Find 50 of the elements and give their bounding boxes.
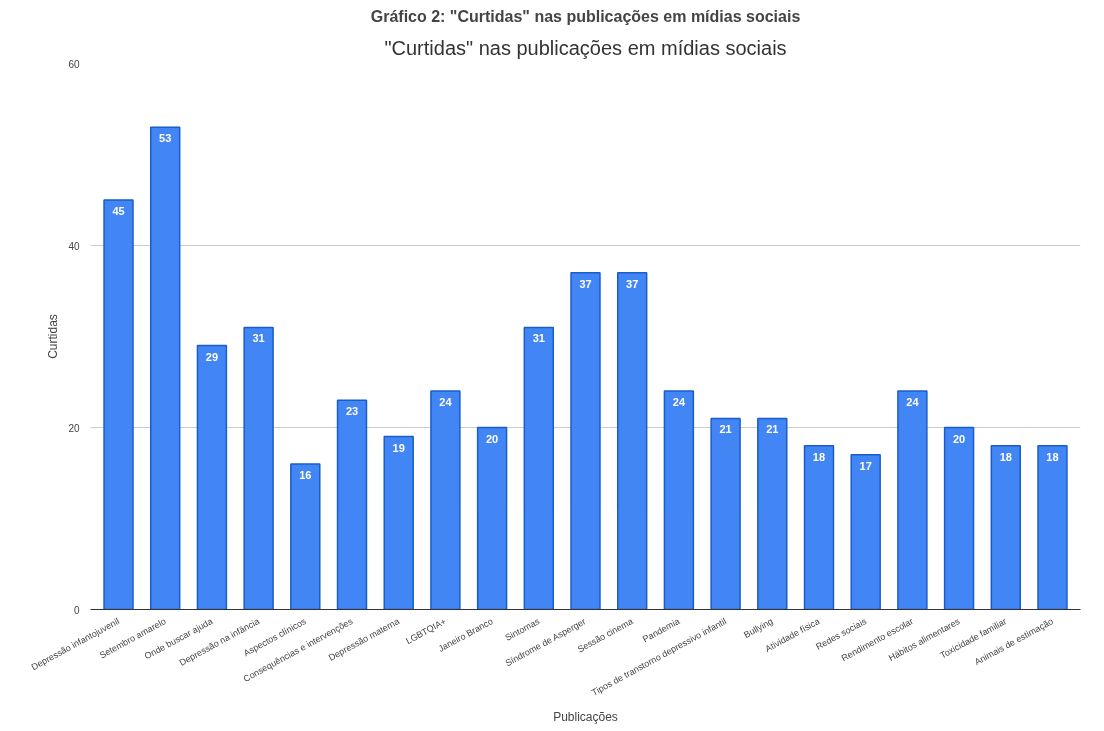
bar [523,326,555,610]
data-label: 20 [485,432,499,445]
data-label: 53 [159,132,172,145]
data-label: 17 [859,459,872,472]
data-label: 21 [719,423,732,436]
bar [196,344,228,610]
bar [990,444,1022,610]
bar [710,417,741,610]
bar [1037,444,1068,610]
data-label: 31 [532,332,545,345]
data-label: 37 [579,277,592,290]
y-tick-label: 0 [73,604,80,616]
data-label: 31 [252,332,265,345]
chart-title: "Curtidas" nas publicações em mídias sociais [384,36,787,59]
data-label: 23 [345,405,359,418]
y-tick-label: 40 [68,240,80,252]
data-label: 37 [626,277,639,290]
data-label: 18 [1046,450,1059,463]
y-tick-label: 60 [68,58,80,70]
data-label: 18 [812,450,826,463]
bar [757,417,788,610]
bar [803,444,835,610]
data-label: 19 [392,441,405,454]
text: Gráfico 2: "Curtidas" nas publicações em mídias sociais [370,7,801,25]
data-label: 24 [439,396,453,409]
x-axis-title: Publicações [553,710,618,725]
bar [850,454,881,610]
data-label: 24 [672,396,686,409]
data-label: 16 [299,468,312,481]
bar [663,390,695,610]
data-label: 21 [766,423,779,436]
bar [616,272,648,610]
data-label: 29 [205,350,219,363]
data-label: 18 [999,450,1012,463]
data-label: 20 [952,432,966,445]
bar [243,326,274,610]
bar [103,199,134,610]
bar [897,390,928,610]
bar [336,399,368,610]
bar [149,126,181,610]
bar [943,426,975,610]
bar [290,463,321,610]
bar [430,390,461,610]
y-tick-label: 20 [68,422,80,434]
bar [570,272,601,610]
bar [476,426,508,610]
data-label: 45 [112,205,125,217]
data-label: 24 [906,396,920,409]
y-axis-title: Curtidas [46,314,61,359]
bar [383,435,414,610]
